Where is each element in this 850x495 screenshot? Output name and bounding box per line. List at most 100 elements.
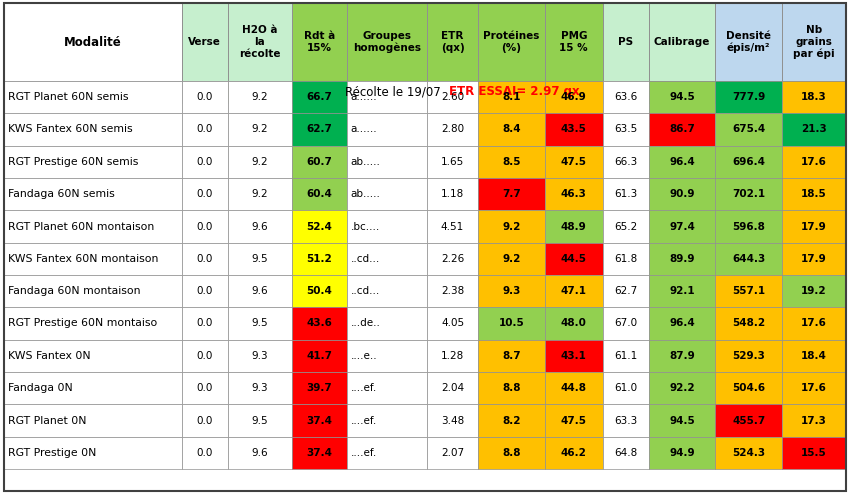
Bar — [182, 404, 228, 437]
Bar — [545, 113, 603, 146]
Bar — [603, 275, 649, 307]
Text: 0.0: 0.0 — [196, 383, 212, 393]
Bar — [182, 113, 228, 146]
Text: Modalité: Modalité — [64, 36, 122, 49]
Bar — [292, 243, 347, 275]
Bar — [649, 178, 716, 210]
Bar — [292, 307, 347, 340]
Bar — [782, 81, 846, 103]
Text: RGT Planet 60N semis: RGT Planet 60N semis — [8, 92, 128, 102]
Bar — [182, 275, 228, 307]
Text: 17.3: 17.3 — [801, 415, 827, 426]
Text: 61.1: 61.1 — [614, 351, 638, 361]
Bar — [716, 81, 782, 103]
Text: RGT Planet 0N: RGT Planet 0N — [8, 415, 87, 426]
Text: 41.7: 41.7 — [306, 351, 332, 361]
Bar — [649, 210, 716, 243]
Text: RGT Prestige 0N: RGT Prestige 0N — [8, 448, 96, 458]
Text: 8.4: 8.4 — [502, 125, 521, 135]
Text: Fandaga 60N montaison: Fandaga 60N montaison — [8, 286, 140, 296]
Text: 43.5: 43.5 — [561, 125, 586, 135]
Text: 46.9: 46.9 — [561, 92, 586, 102]
Text: 9.3: 9.3 — [252, 351, 268, 361]
Text: 60.7: 60.7 — [306, 157, 332, 167]
Bar — [347, 81, 427, 113]
Bar — [228, 3, 292, 81]
Bar — [479, 81, 545, 113]
Text: 63.3: 63.3 — [614, 415, 638, 426]
Text: 455.7: 455.7 — [732, 415, 765, 426]
Bar — [782, 275, 846, 307]
Bar — [292, 178, 347, 210]
Text: 9.2: 9.2 — [252, 92, 268, 102]
Text: 17.9: 17.9 — [802, 221, 827, 232]
Bar — [347, 340, 427, 372]
Text: 9.3: 9.3 — [252, 383, 268, 393]
Bar — [479, 275, 545, 307]
Text: 17.9: 17.9 — [802, 254, 827, 264]
Bar — [545, 81, 603, 113]
Text: 46.3: 46.3 — [561, 189, 586, 199]
Text: 8.7: 8.7 — [502, 351, 521, 361]
Text: 63.6: 63.6 — [614, 92, 638, 102]
Text: 9.2: 9.2 — [502, 254, 521, 264]
Bar — [4, 307, 182, 340]
Bar — [228, 437, 292, 469]
Text: 644.3: 644.3 — [732, 254, 765, 264]
Text: 37.4: 37.4 — [306, 415, 332, 426]
Text: 67.0: 67.0 — [615, 318, 638, 329]
Bar — [427, 340, 479, 372]
Text: 86.7: 86.7 — [669, 125, 695, 135]
Bar — [716, 113, 782, 146]
Bar — [603, 404, 649, 437]
Text: 18.5: 18.5 — [802, 189, 827, 199]
Bar — [182, 372, 228, 404]
Bar — [545, 340, 603, 372]
Text: 46.2: 46.2 — [561, 448, 586, 458]
Bar — [782, 146, 846, 178]
Text: Protéines
(%): Protéines (%) — [484, 31, 540, 53]
Bar — [716, 307, 782, 340]
Text: 89.9: 89.9 — [670, 254, 695, 264]
Text: 0.0: 0.0 — [196, 157, 212, 167]
Text: 43.6: 43.6 — [306, 318, 332, 329]
Text: ....ef.: ....ef. — [351, 383, 377, 393]
Text: 37.4: 37.4 — [306, 448, 332, 458]
Bar — [603, 210, 649, 243]
Text: Densité
épis/m²: Densité épis/m² — [726, 31, 771, 53]
Bar — [545, 307, 603, 340]
Text: 1.28: 1.28 — [441, 351, 464, 361]
Bar — [716, 178, 782, 210]
Bar — [347, 210, 427, 243]
Text: Rdt à
15%: Rdt à 15% — [303, 31, 335, 53]
Bar — [228, 243, 292, 275]
Bar — [427, 437, 479, 469]
Text: 2.07: 2.07 — [441, 448, 464, 458]
Text: 96.4: 96.4 — [669, 157, 695, 167]
Bar — [292, 210, 347, 243]
Text: KWS Fantex 60N semis: KWS Fantex 60N semis — [8, 125, 133, 135]
Bar — [545, 210, 603, 243]
Bar — [228, 178, 292, 210]
Bar — [292, 81, 347, 113]
Bar — [479, 340, 545, 372]
Bar — [427, 210, 479, 243]
Text: ETR ESSAI= 2.97 qx: ETR ESSAI= 2.97 qx — [449, 86, 579, 99]
Text: 52.4: 52.4 — [306, 221, 332, 232]
Text: 0.0: 0.0 — [196, 318, 212, 329]
Text: ab.....: ab..... — [351, 157, 381, 167]
Bar — [603, 178, 649, 210]
Text: 47.5: 47.5 — [561, 157, 586, 167]
Text: 47.5: 47.5 — [561, 415, 586, 426]
Text: PS: PS — [618, 37, 633, 47]
Bar — [716, 275, 782, 307]
Text: 557.1: 557.1 — [732, 286, 765, 296]
Text: ...de..: ...de.. — [351, 318, 381, 329]
Bar — [603, 243, 649, 275]
Bar — [4, 81, 182, 113]
Text: Calibrage: Calibrage — [654, 37, 711, 47]
Bar — [228, 146, 292, 178]
Text: Fandaga 60N semis: Fandaga 60N semis — [8, 189, 115, 199]
Text: 48.0: 48.0 — [561, 318, 586, 329]
Bar — [427, 178, 479, 210]
